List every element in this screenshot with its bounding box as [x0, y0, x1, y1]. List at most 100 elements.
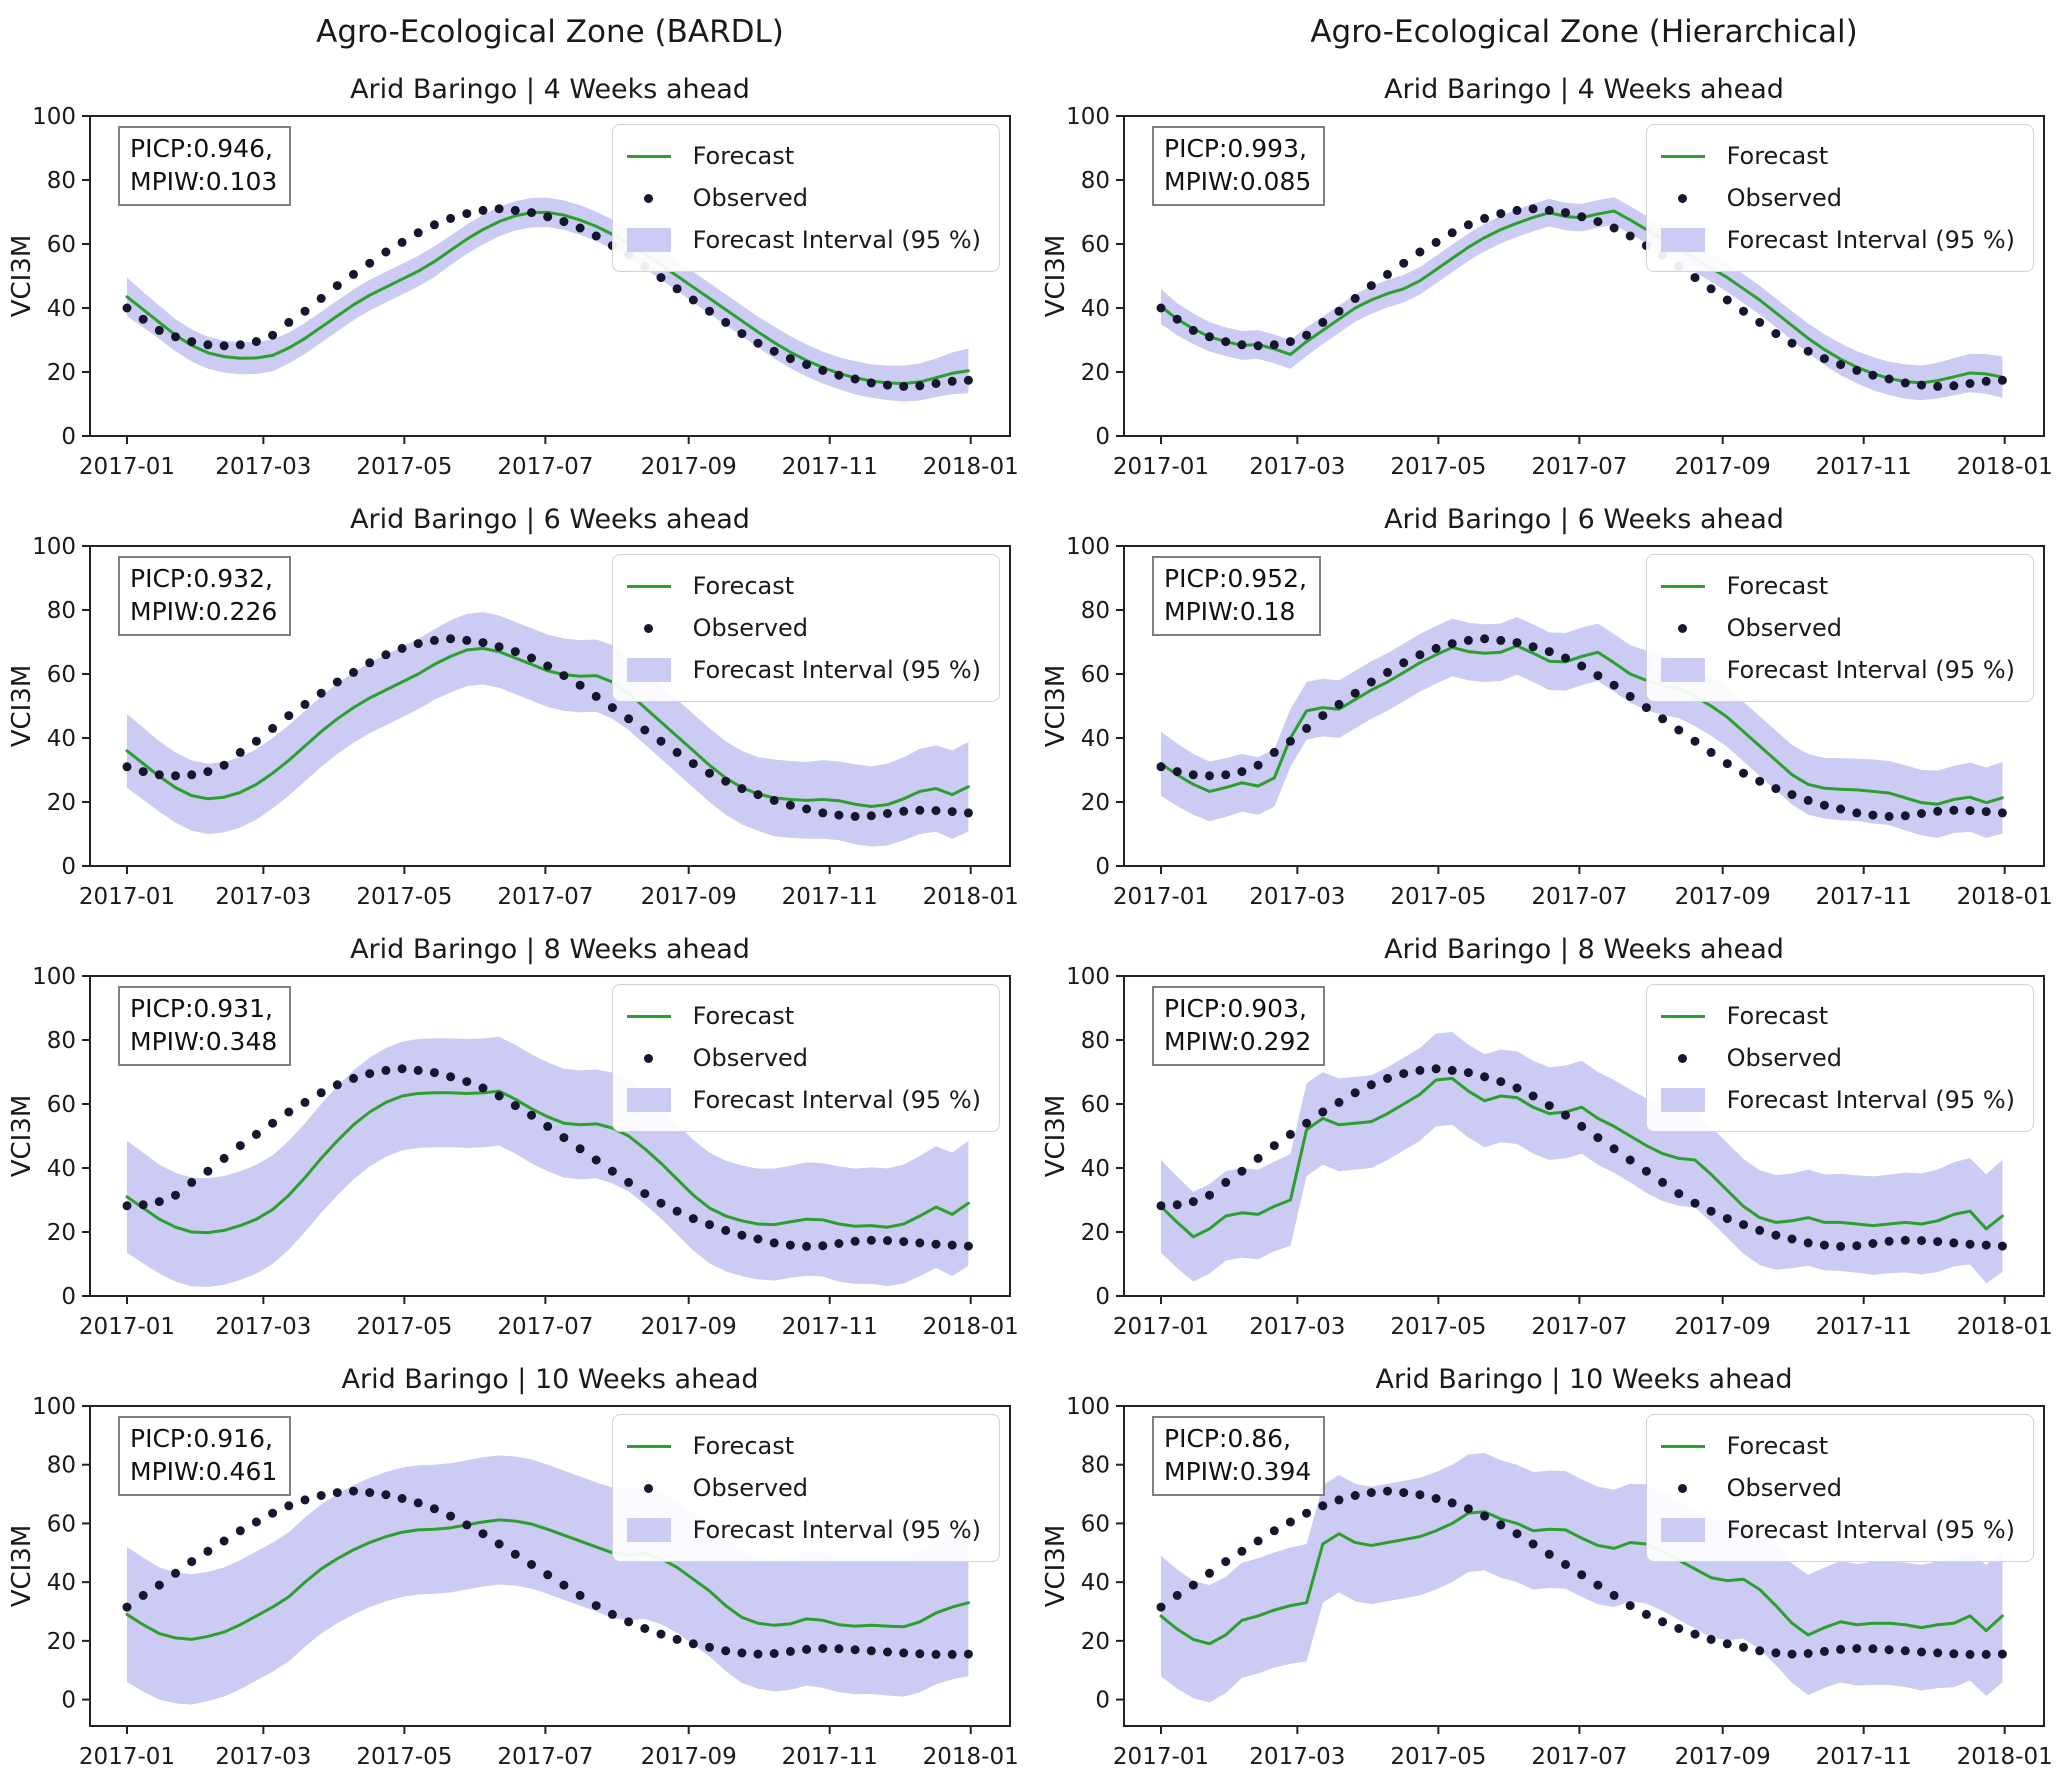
x-tick-label: 2018-01: [1957, 1744, 2053, 1770]
forecast-line: [1159, 1510, 2004, 1646]
y-tick-label: 80: [47, 1028, 76, 1054]
plot-spines: [1123, 545, 2045, 867]
forecast-line-icon: [1660, 584, 1705, 588]
x-tick-label: 2017-11: [782, 1314, 878, 1340]
legend-item-line: Forecast: [626, 135, 981, 177]
x-tick-label: 2017-09: [1675, 884, 1771, 910]
legend-item-line: Forecast: [626, 565, 981, 607]
x-tick-label: 2017-03: [1249, 884, 1345, 910]
x-tick-label: 2017-05: [356, 1314, 452, 1340]
legend-label: Forecast: [1726, 1432, 1829, 1460]
legend-swatch-shape: [626, 1014, 671, 1018]
x-tick-label: 2017-01: [1113, 884, 1209, 910]
observed-dots: [122, 1064, 973, 1251]
x-tick-label: 2017-09: [641, 454, 737, 480]
y-tick-label: 0: [61, 854, 76, 880]
legend-item-patch: Forecast Interval (95 %): [1660, 649, 2015, 691]
legend-swatch-shape: [1660, 228, 1705, 252]
legend-item-line: Forecast: [626, 1425, 981, 1467]
stats-mpiw: MPIW:0.292: [1164, 1027, 1312, 1056]
y-tick-label: 60: [1081, 1092, 1110, 1118]
x-tick-label: 2017-11: [1816, 884, 1912, 910]
stats-picp: PICP:0.903,: [1164, 994, 1307, 1023]
x-tick-label: 2017-03: [1249, 1744, 1345, 1770]
y-axis-label: VCI3M: [7, 235, 37, 318]
legend-label: Forecast Interval (95 %): [1726, 656, 2015, 684]
y-tick-label: 60: [47, 1511, 76, 1537]
forecast-line-icon: [1660, 154, 1705, 158]
y-axis-label: VCI3M: [7, 1095, 37, 1178]
legend-label: Forecast: [1726, 142, 1829, 170]
legend-label: Forecast: [692, 1432, 795, 1460]
x-tick-label: 2017-03: [1249, 454, 1345, 480]
chart-title: Arid Baringo | 6 Weeks ahead: [1384, 504, 1784, 535]
x-tick-label: 2018-01: [923, 884, 1019, 910]
interval-patch-icon: [626, 1088, 671, 1112]
observed-dot-icon: [1661, 1053, 1705, 1063]
observed-dot-icon: [1661, 1483, 1705, 1493]
y-tick-label: 40: [47, 296, 76, 322]
y-tick-label: 80: [1081, 1453, 1110, 1479]
y-tick-label: 20: [1081, 1220, 1110, 1246]
legend: Forecast Observed Forecast Interval (95 %): [1645, 984, 2034, 1132]
forecast-interval-band: [126, 612, 969, 847]
legend-item-dot: Observed: [627, 1467, 981, 1509]
y-tick-label: 100: [1066, 534, 1110, 560]
y-axis: 0 20 40 60 80 100: [1066, 964, 1124, 1310]
x-tick-label: 2017-03: [1249, 1314, 1345, 1340]
chart-plot-bardl-4w: 0 20 40 60 80 100 2017-01 2017-03 2017-05 2017-07…: [7, 104, 1019, 480]
y-tick-label: 100: [32, 104, 76, 130]
legend-label: Forecast: [692, 572, 795, 600]
stats-box: PICP:0.931, MPIW:0.348: [118, 986, 292, 1066]
y-tick-label: 100: [32, 534, 76, 560]
legend-label: Observed: [1726, 614, 1843, 642]
y-axis-label: VCI3M: [7, 1525, 37, 1608]
legend-item-patch: Forecast Interval (95 %): [1660, 219, 2015, 261]
legend-swatch-shape: [1660, 658, 1705, 682]
x-tick-label: 2017-01: [79, 1744, 175, 1770]
y-tick-label: 60: [47, 662, 76, 688]
stats-picp: PICP:0.952,: [1164, 564, 1307, 593]
legend-swatch-shape: [626, 228, 671, 252]
y-axis-label: VCI3M: [1041, 1095, 1071, 1178]
x-tick-label: 2018-01: [923, 1744, 1019, 1770]
y-axis: 0 20 40 60 80 100: [1066, 1394, 1124, 1714]
y-axis: 0 20 40 60 80 100: [32, 964, 90, 1310]
forecast-interval-band: [1160, 197, 2003, 401]
chart-plot-bardl-8w: 0 20 40 60 80 100 2017-01 2017-03 2017-05 2017-07…: [7, 964, 1019, 1340]
x-axis: 2017-01 2017-03 2017-05 2017-07 2017-09 2017-…: [1113, 1296, 2053, 1340]
plot-spines: [89, 115, 1011, 437]
y-tick-label: 0: [61, 424, 76, 450]
chart-title: Arid Baringo | 6 Weeks ahead: [350, 504, 750, 535]
x-axis: 2017-01 2017-03 2017-05 2017-07 2017-09 2017-…: [79, 866, 1019, 910]
chart-plot-hier-10w: 0 20 40 60 80 100 2017-01 2017-03 2017-05 2017-07…: [1041, 1394, 2053, 1770]
x-axis: 2017-01 2017-03 2017-05 2017-07 2017-09 2017-…: [79, 436, 1019, 480]
x-axis: 2017-01 2017-03 2017-05 2017-07 2017-09 2017-…: [1113, 866, 2053, 910]
y-tick-label: 100: [32, 964, 76, 990]
legend-item-dot: Observed: [1661, 607, 2015, 649]
legend-swatch-shape: [644, 193, 654, 203]
x-tick-label: 2017-07: [1531, 1314, 1627, 1340]
x-tick-label: 2017-07: [497, 454, 593, 480]
x-tick-label: 2017-01: [1113, 1314, 1209, 1340]
x-tick-label: 2017-05: [1390, 1744, 1486, 1770]
y-axis: 0 20 40 60 80 100: [32, 104, 90, 450]
legend: Forecast Observed Forecast Interval (95 %): [611, 554, 1000, 702]
x-tick-label: 2017-05: [356, 884, 452, 910]
plot-spines: [1123, 115, 2045, 437]
chart-title: Arid Baringo | 4 Weeks ahead: [1384, 74, 1784, 105]
legend-item-line: Forecast: [1660, 135, 2015, 177]
plot-spines: [1123, 975, 2045, 1297]
legend-item-line: Forecast: [1660, 1425, 2015, 1467]
x-tick-label: 2017-11: [1816, 1314, 1912, 1340]
y-tick-label: 80: [1081, 1028, 1110, 1054]
forecast-line: [125, 646, 970, 808]
legend-label: Forecast Interval (95 %): [692, 1516, 981, 1544]
chart-title: Arid Baringo | 10 Weeks ahead: [1375, 1364, 1793, 1395]
x-tick-label: 2017-07: [497, 884, 593, 910]
interval-patch-icon: [626, 1518, 671, 1542]
y-axis-label: VCI3M: [1041, 1525, 1071, 1608]
column-title-hierarchical: Agro-Ecological Zone (Hierarchical): [1310, 14, 1858, 50]
y-axis-label: VCI3M: [1041, 235, 1071, 318]
